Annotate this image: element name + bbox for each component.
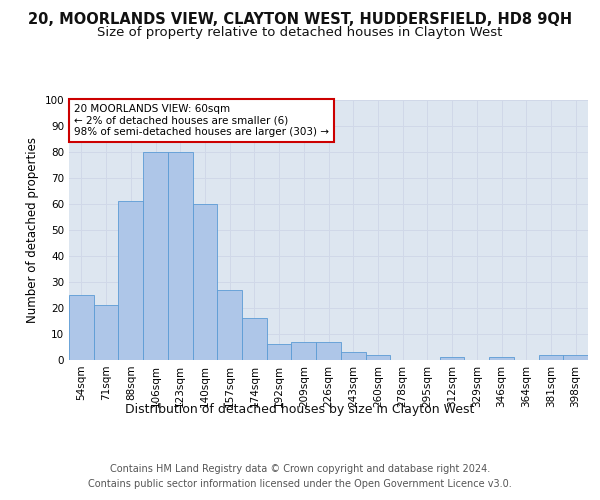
Bar: [563, 355, 588, 360]
Bar: [143, 152, 168, 360]
Bar: [242, 318, 267, 360]
Bar: [267, 344, 292, 360]
Bar: [69, 295, 94, 360]
Bar: [292, 342, 316, 360]
Y-axis label: Number of detached properties: Number of detached properties: [26, 137, 39, 323]
Bar: [539, 355, 563, 360]
Bar: [440, 358, 464, 360]
Text: 20 MOORLANDS VIEW: 60sqm
← 2% of detached houses are smaller (6)
98% of semi-det: 20 MOORLANDS VIEW: 60sqm ← 2% of detache…: [74, 104, 329, 137]
Bar: [168, 152, 193, 360]
Text: Size of property relative to detached houses in Clayton West: Size of property relative to detached ho…: [97, 26, 503, 39]
Bar: [94, 306, 118, 360]
Bar: [118, 202, 143, 360]
Bar: [365, 355, 390, 360]
Bar: [217, 290, 242, 360]
Bar: [316, 342, 341, 360]
Text: 20, MOORLANDS VIEW, CLAYTON WEST, HUDDERSFIELD, HD8 9QH: 20, MOORLANDS VIEW, CLAYTON WEST, HUDDER…: [28, 12, 572, 28]
Bar: [489, 358, 514, 360]
Text: Contains HM Land Registry data © Crown copyright and database right 2024.
Contai: Contains HM Land Registry data © Crown c…: [88, 464, 512, 489]
Text: Distribution of detached houses by size in Clayton West: Distribution of detached houses by size …: [125, 402, 475, 415]
Bar: [341, 352, 365, 360]
Bar: [193, 204, 217, 360]
